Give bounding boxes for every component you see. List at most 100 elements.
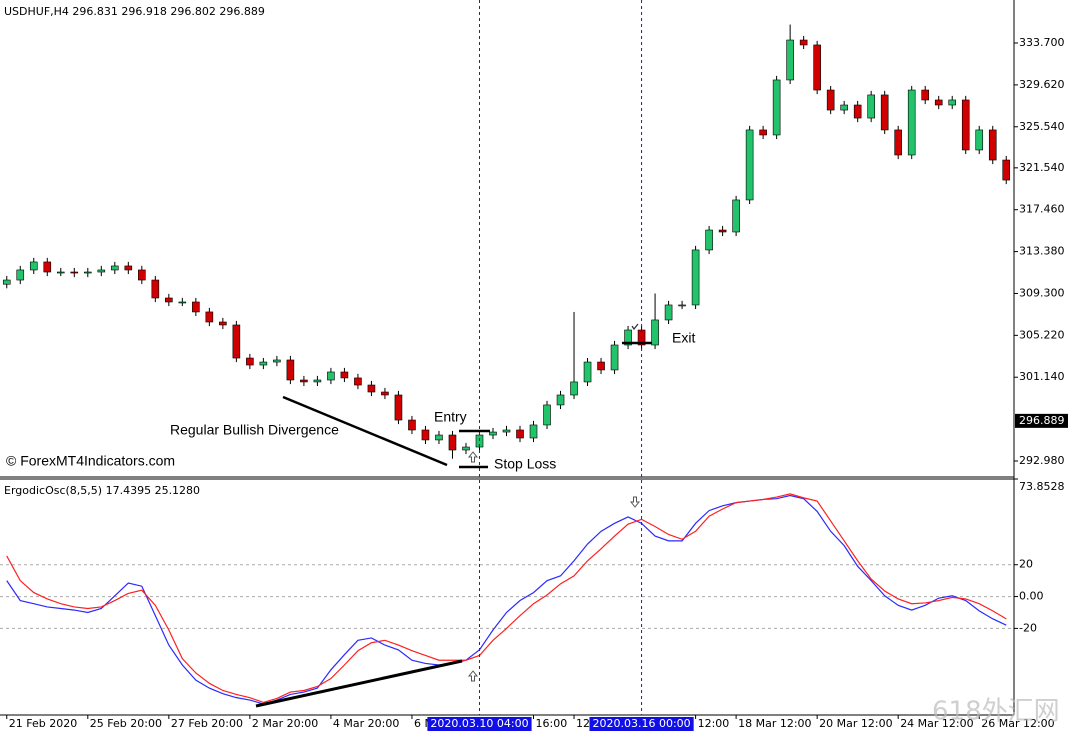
x-tick-label: 16:00	[536, 717, 568, 730]
y-tick-label: 313.380	[1019, 245, 1065, 258]
y-tick-label: 325.540	[1019, 120, 1065, 133]
candle-body	[556, 394, 565, 406]
candle-body	[2, 279, 11, 285]
candle-body	[475, 434, 484, 448]
candle-body	[448, 434, 457, 451]
candle-body	[691, 249, 700, 306]
candle-body	[300, 379, 308, 383]
y-tick-label: 0.00	[1019, 590, 1044, 603]
copyright: © ForexMT4Indicators.com	[6, 453, 175, 469]
candle-body	[961, 99, 970, 151]
candle-body	[43, 261, 52, 273]
candle-body	[219, 321, 227, 326]
candle-body	[29, 261, 38, 271]
y-tick-label: 73.8528	[1019, 480, 1065, 493]
candle-body	[83, 271, 92, 274]
candle-body	[664, 304, 673, 321]
candle-body	[732, 199, 740, 233]
x-tick-label: 18 Mar 12:00	[738, 717, 811, 730]
y-tick-label: 329.620	[1019, 78, 1065, 91]
candle-body	[597, 361, 605, 371]
candle-body	[259, 361, 268, 366]
up-arrow	[467, 451, 479, 463]
x-tick-label: 27 Feb 20:00	[171, 717, 243, 730]
chart-title: USDHUF,H4 296.831 296.918 296.802 296.88…	[4, 5, 265, 18]
candle-body	[651, 319, 659, 346]
down-arrow	[629, 496, 641, 508]
candle-body	[516, 429, 524, 439]
candle-body	[502, 429, 511, 433]
candle-body	[286, 359, 295, 381]
x-tick-label: 26 Mar 12:00	[981, 717, 1054, 730]
y-tick-label: 305.220	[1019, 328, 1065, 341]
candle-body	[232, 324, 241, 359]
candle-body	[313, 379, 322, 383]
candle-body	[988, 129, 997, 161]
y-tick-label: 321.540	[1019, 161, 1065, 174]
candle-body	[894, 129, 902, 156]
candle-body	[610, 344, 619, 371]
candle-body	[97, 269, 106, 273]
y-tick-label: 333.700	[1019, 36, 1065, 49]
up-arrow	[467, 670, 479, 682]
candle-body	[813, 44, 821, 91]
candle-body	[543, 404, 551, 426]
chart-title: ErgodicOsc(8,5,5) 17.4395 25.1280	[4, 484, 200, 497]
watermark: 618外汇网	[932, 697, 1060, 727]
candle-body	[921, 89, 930, 101]
candle-body	[111, 265, 119, 271]
candle-body	[421, 429, 430, 441]
y-tick-label: 309.300	[1019, 286, 1065, 299]
candle-body	[826, 89, 835, 111]
cursor-label: 2020.03.16 00:00	[592, 717, 690, 730]
candle-body	[867, 94, 875, 119]
cursor-label-bg	[589, 717, 694, 731]
candle-body	[705, 229, 713, 251]
last-price-box	[1015, 413, 1068, 428]
candle-body	[56, 271, 65, 274]
candle-body	[462, 446, 470, 451]
cursor-label: 2020.03.10 04:00	[430, 717, 528, 730]
candle-body	[853, 104, 862, 119]
x-tick-label: 12	[576, 717, 590, 730]
y-tick-label: 317.460	[1019, 203, 1065, 216]
candle-body	[745, 129, 754, 201]
candle-body	[138, 269, 146, 281]
candle-body	[165, 297, 173, 303]
candle-body	[772, 79, 781, 136]
x-tick-label: 20 Mar 12:00	[819, 717, 892, 730]
x-tick-label: 24 Mar 12:00	[900, 717, 973, 730]
candle-body	[934, 99, 943, 106]
oscillator-line	[6, 494, 1007, 705]
candle-body	[718, 229, 727, 233]
candle-body	[570, 381, 578, 396]
candle-body	[529, 424, 538, 439]
candle-body	[381, 391, 389, 396]
candle-body	[16, 269, 25, 281]
candle-body	[880, 94, 889, 131]
x-tick-label: 2 Mar 20:00	[252, 717, 318, 730]
candle-body	[948, 99, 957, 106]
candle-body	[624, 329, 632, 346]
candle-body	[246, 357, 254, 366]
stop-loss-label: Stop Loss	[494, 456, 556, 472]
oscillator-line	[6, 493, 1007, 704]
candle-body	[70, 271, 79, 274]
y-tick-label: 301.140	[1019, 370, 1065, 383]
candle-body	[678, 304, 686, 307]
x-tick-label: 12:00	[698, 717, 730, 730]
cursor-label-bg	[427, 717, 532, 731]
entry-label: Entry	[434, 409, 467, 425]
candle-body	[840, 104, 848, 111]
y-tick-label: -20	[1019, 621, 1037, 634]
exit-label: Exit	[672, 330, 695, 346]
candle-body	[759, 129, 767, 136]
check-mark	[631, 323, 639, 331]
candle-body	[178, 301, 187, 304]
candle-body	[786, 39, 794, 81]
candle-body	[907, 89, 916, 156]
y-tick-label: 20	[1019, 558, 1033, 571]
